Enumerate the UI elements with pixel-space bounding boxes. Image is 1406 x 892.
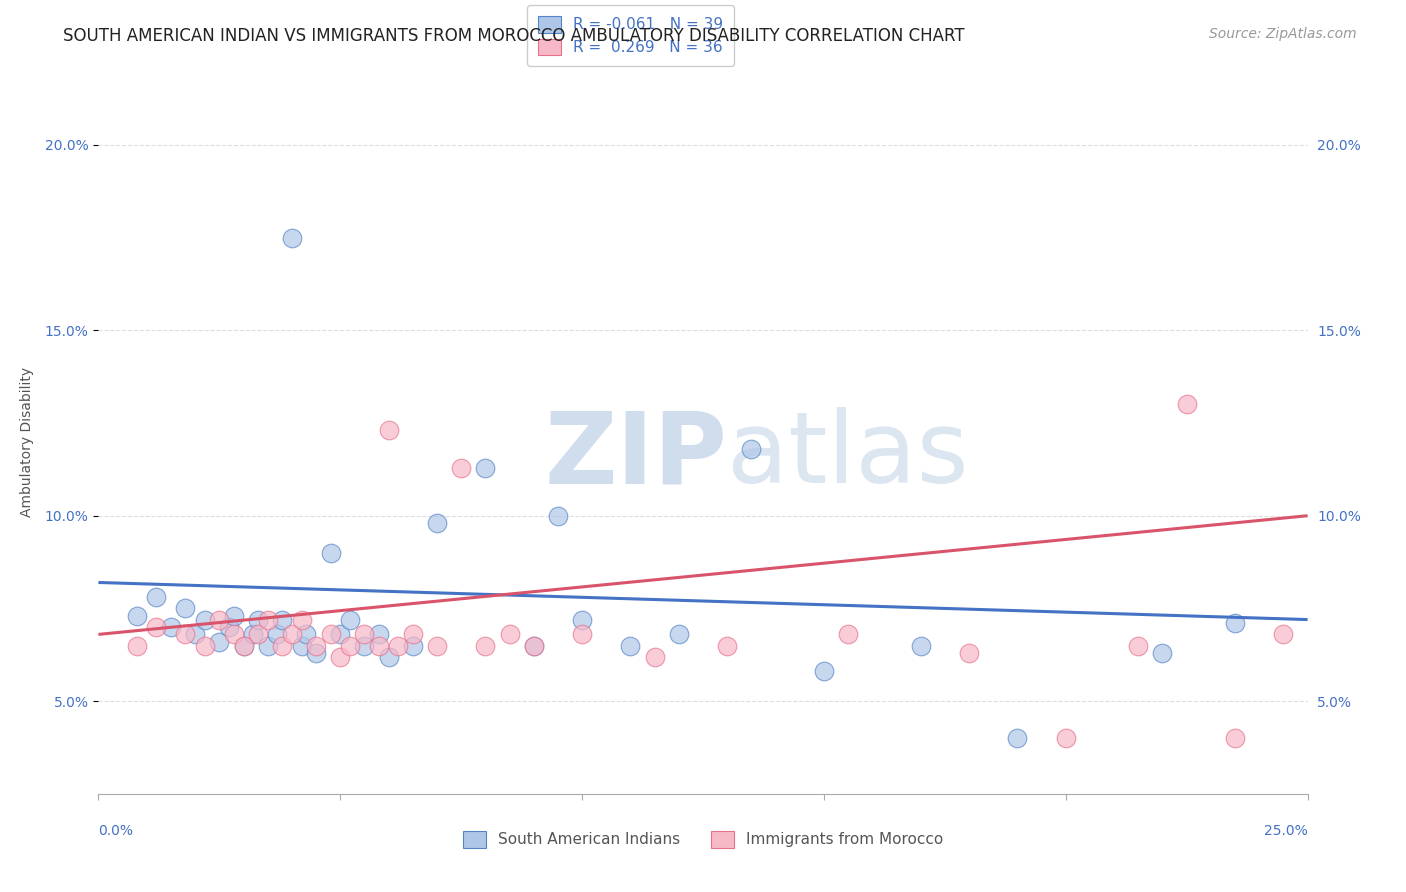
Point bbox=[247, 627, 270, 641]
Point bbox=[837, 627, 859, 641]
Point bbox=[339, 613, 361, 627]
Point bbox=[305, 639, 328, 653]
Y-axis label: Ambulatory Disability: Ambulatory Disability bbox=[20, 367, 34, 516]
Point bbox=[194, 639, 217, 653]
Point bbox=[353, 627, 375, 641]
Point bbox=[174, 627, 197, 641]
Point bbox=[305, 646, 328, 660]
Point bbox=[218, 620, 240, 634]
Point bbox=[571, 627, 593, 641]
Point bbox=[498, 627, 520, 641]
Point bbox=[242, 627, 264, 641]
Point bbox=[329, 649, 352, 664]
Point bbox=[1152, 646, 1174, 660]
Point bbox=[329, 627, 352, 641]
Point bbox=[1272, 627, 1295, 641]
Point bbox=[145, 591, 167, 605]
Point bbox=[145, 620, 167, 634]
Point bbox=[266, 627, 288, 641]
Point bbox=[668, 627, 690, 641]
Point bbox=[368, 627, 391, 641]
Point bbox=[426, 639, 449, 653]
Point bbox=[377, 649, 399, 664]
Point bbox=[222, 627, 245, 641]
Point bbox=[716, 639, 738, 653]
Point bbox=[232, 639, 254, 653]
Point bbox=[368, 639, 391, 653]
Point bbox=[474, 639, 496, 653]
Point bbox=[353, 639, 375, 653]
Point bbox=[1175, 397, 1198, 411]
Point bbox=[740, 442, 762, 456]
Point bbox=[271, 639, 294, 653]
Point bbox=[174, 601, 197, 615]
Point bbox=[290, 639, 312, 653]
Point bbox=[402, 627, 425, 641]
Point bbox=[184, 627, 207, 641]
Point bbox=[127, 639, 149, 653]
Point bbox=[910, 639, 932, 653]
Point bbox=[571, 613, 593, 627]
Point bbox=[339, 639, 361, 653]
Point bbox=[1007, 731, 1029, 746]
Point bbox=[281, 627, 304, 641]
Point bbox=[295, 627, 318, 641]
Point bbox=[319, 546, 342, 560]
Point bbox=[208, 635, 231, 649]
Point bbox=[1128, 639, 1150, 653]
Point bbox=[281, 230, 304, 244]
Point bbox=[208, 613, 231, 627]
Point bbox=[319, 627, 342, 641]
Point bbox=[450, 460, 472, 475]
Point bbox=[290, 613, 312, 627]
Point bbox=[232, 639, 254, 653]
Point bbox=[1223, 616, 1246, 631]
Point bbox=[222, 608, 245, 623]
Text: Source: ZipAtlas.com: Source: ZipAtlas.com bbox=[1209, 27, 1357, 41]
Point bbox=[194, 613, 217, 627]
Point bbox=[247, 613, 270, 627]
Text: SOUTH AMERICAN INDIAN VS IMMIGRANTS FROM MOROCCO AMBULATORY DISABILITY CORRELATI: SOUTH AMERICAN INDIAN VS IMMIGRANTS FROM… bbox=[63, 27, 965, 45]
Text: 0.0%: 0.0% bbox=[98, 823, 134, 838]
Point bbox=[402, 639, 425, 653]
Point bbox=[256, 613, 278, 627]
Point bbox=[957, 646, 980, 660]
Point bbox=[619, 639, 641, 653]
Point bbox=[547, 508, 569, 523]
Point bbox=[523, 639, 546, 653]
Point bbox=[160, 620, 183, 634]
Text: ZIP: ZIP bbox=[544, 407, 727, 504]
Point bbox=[1223, 731, 1246, 746]
Text: 25.0%: 25.0% bbox=[1264, 823, 1308, 838]
Point bbox=[1054, 731, 1077, 746]
Text: atlas: atlas bbox=[727, 407, 969, 504]
Point bbox=[387, 639, 409, 653]
Point bbox=[426, 516, 449, 530]
Point bbox=[813, 665, 835, 679]
Point bbox=[271, 613, 294, 627]
Point bbox=[127, 608, 149, 623]
Legend: South American Indians, Immigrants from Morocco: South American Indians, Immigrants from … bbox=[454, 822, 952, 856]
Point bbox=[474, 460, 496, 475]
Point bbox=[256, 639, 278, 653]
Point bbox=[523, 639, 546, 653]
Point bbox=[644, 649, 666, 664]
Point bbox=[377, 424, 399, 438]
